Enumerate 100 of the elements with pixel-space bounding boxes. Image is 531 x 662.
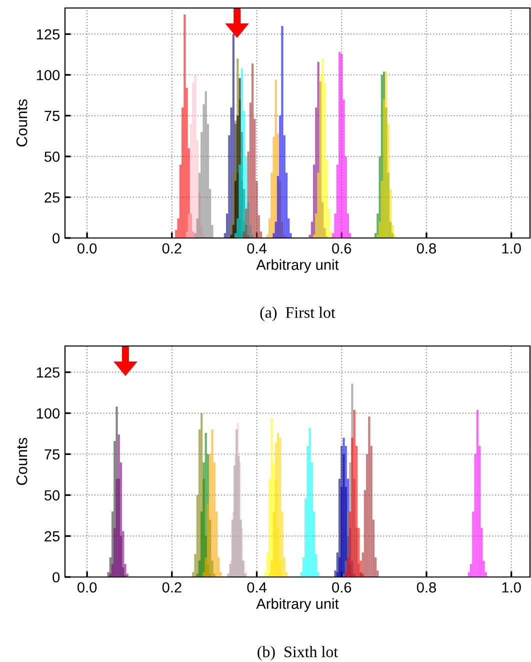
bar: [306, 446, 309, 577]
bar: [315, 554, 318, 577]
bar: [336, 164, 338, 238]
text: (b) Sixth lot: [258, 646, 338, 660]
y-tick-label: 75: [44, 110, 60, 122]
bar: [285, 172, 288, 238]
bar: [274, 222, 277, 238]
bar: [310, 222, 313, 238]
bar: [336, 552, 338, 577]
y-tick-label: 0: [52, 572, 60, 582]
bar: [184, 14, 186, 238]
bar: [196, 218, 198, 238]
bar: [480, 528, 483, 577]
bar: [302, 557, 304, 577]
bar: [272, 233, 275, 238]
bar: [256, 180, 258, 238]
bar: [349, 511, 352, 577]
bar: [209, 189, 212, 238]
bar: [251, 63, 254, 238]
bar: [281, 511, 284, 577]
y-tick-label: 125: [36, 367, 60, 378]
y-tick-label: 0: [52, 233, 60, 244]
bar: [346, 557, 350, 577]
bar: [281, 26, 284, 238]
bar: [482, 560, 485, 577]
bar: [362, 552, 364, 577]
bar: [351, 438, 354, 577]
y-tick-label: 125: [36, 29, 60, 40]
y-tick-label: 75: [44, 449, 60, 460]
bar: [276, 176, 280, 238]
bar: [211, 224, 214, 238]
bar: [177, 218, 180, 238]
bar: [312, 511, 316, 577]
bar: [326, 160, 328, 238]
bar: [209, 454, 212, 577]
bar: [120, 462, 122, 577]
bar: [118, 434, 120, 577]
bar: [114, 528, 116, 577]
bar: [338, 52, 341, 238]
bar: [321, 58, 324, 238]
bar: [213, 462, 216, 577]
bar: [378, 222, 381, 238]
bar: [200, 132, 203, 238]
bar: [215, 511, 218, 577]
bar: [344, 156, 347, 238]
bar: [211, 430, 214, 577]
bar: [290, 233, 292, 238]
bar: [358, 528, 360, 577]
bar: [206, 503, 210, 577]
bar: [233, 466, 236, 577]
bar: [186, 231, 188, 238]
bar: [249, 102, 252, 238]
bar: [124, 564, 126, 577]
bar: [240, 520, 242, 577]
bar: [194, 554, 196, 577]
x-tick-label: 0.8: [416, 243, 436, 254]
bar: [474, 454, 476, 577]
bar: [226, 214, 228, 238]
bar: [353, 410, 356, 577]
bar: [202, 572, 205, 577]
x-tick-label: 0.4: [247, 243, 266, 254]
bar: [279, 438, 282, 577]
bar: [238, 164, 241, 238]
bar: [308, 428, 311, 577]
bar: [270, 560, 273, 577]
bar: [283, 135, 286, 238]
bar: [364, 490, 366, 577]
bar: [317, 572, 320, 577]
bar: [238, 456, 240, 577]
bar: [366, 454, 368, 577]
x-tick-label: 1.0: [502, 582, 521, 593]
bar: [374, 557, 377, 577]
bar: [478, 446, 481, 577]
bar: [346, 214, 350, 238]
bar: [264, 572, 266, 577]
bar: [254, 118, 256, 238]
x-axis-title: Arbitrary unit: [256, 598, 339, 612]
bar: [198, 560, 201, 577]
y-tick-label: 25: [44, 531, 60, 542]
bar: [317, 172, 320, 238]
x-tick-label: 0.6: [332, 582, 352, 593]
x-tick-label: 0.2: [162, 243, 182, 254]
bar: [229, 564, 232, 577]
bar: [188, 214, 190, 238]
bar: [258, 215, 260, 238]
bar: [270, 172, 273, 238]
x-tick-label: 0.0: [77, 243, 97, 254]
bar: [372, 520, 375, 577]
x-tick-label: 0.2: [162, 582, 182, 593]
x-tick-label: 1.0: [502, 243, 521, 254]
y-tick-label: 50: [44, 490, 60, 501]
bar: [476, 410, 478, 577]
bar: [391, 224, 394, 238]
bar: [190, 124, 192, 238]
x-tick-label: 0.6: [332, 243, 352, 254]
bar: [240, 68, 243, 238]
bar: [122, 531, 124, 577]
bar: [247, 152, 250, 238]
bar: [288, 218, 290, 238]
bar: [355, 446, 358, 577]
